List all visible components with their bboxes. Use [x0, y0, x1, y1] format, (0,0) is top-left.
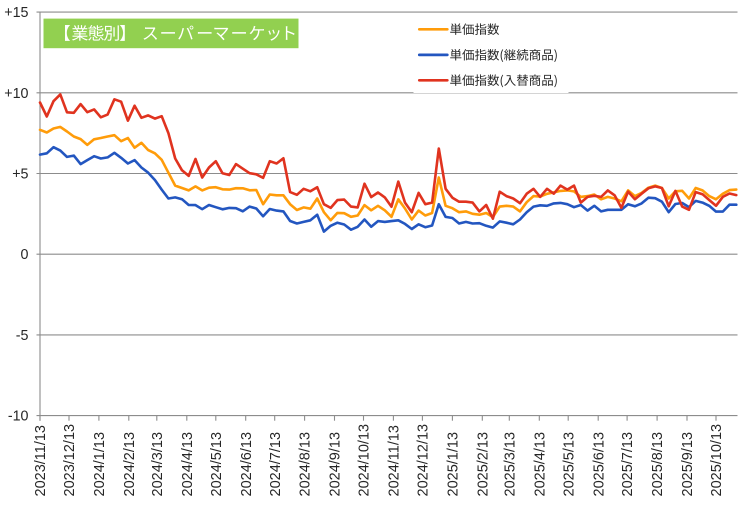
svg-text:2025/10/13: 2025/10/13 [709, 424, 725, 497]
svg-text:2023/12/13: 2023/12/13 [62, 424, 78, 497]
svg-text:2024/10/13: 2024/10/13 [357, 424, 373, 497]
svg-text:2025/5/13: 2025/5/13 [561, 432, 577, 497]
svg-text:+10: +10 [4, 86, 28, 102]
svg-text:2024/11/13: 2024/11/13 [387, 425, 403, 497]
svg-text:+5: +5 [12, 167, 28, 183]
svg-text:2024/5/13: 2024/5/13 [209, 432, 225, 497]
svg-text:2024/2/13: 2024/2/13 [122, 432, 138, 497]
svg-text:2024/7/13: 2024/7/13 [268, 432, 284, 497]
svg-text:2024/9/13: 2024/9/13 [328, 432, 344, 497]
svg-text:0: 0 [21, 247, 29, 263]
svg-text:-10: -10 [8, 409, 29, 425]
svg-text:2025/9/13: 2025/9/13 [680, 432, 696, 497]
svg-text:2024/8/13: 2024/8/13 [298, 432, 314, 497]
svg-text:2024/1/13: 2024/1/13 [92, 432, 108, 497]
svg-text:2024/6/13: 2024/6/13 [239, 432, 255, 497]
svg-text:2024/3/13: 2024/3/13 [150, 432, 166, 497]
svg-text:2025/1/13: 2025/1/13 [446, 432, 462, 497]
svg-text:2025/3/13: 2025/3/13 [502, 432, 518, 497]
svg-text:2023/11/13: 2023/11/13 [33, 425, 49, 497]
svg-text:2024/12/13: 2024/12/13 [416, 424, 432, 497]
svg-text:2025/6/13: 2025/6/13 [591, 432, 607, 497]
svg-text:2025/2/13: 2025/2/13 [475, 432, 491, 497]
svg-text:+15: +15 [4, 5, 28, 21]
svg-text:-5: -5 [16, 328, 29, 344]
svg-text:2025/7/13: 2025/7/13 [620, 432, 636, 497]
svg-text:2025/4/13: 2025/4/13 [532, 432, 548, 497]
svg-text:2025/8/13: 2025/8/13 [650, 432, 666, 497]
svg-text:2024/4/13: 2024/4/13 [180, 432, 196, 497]
